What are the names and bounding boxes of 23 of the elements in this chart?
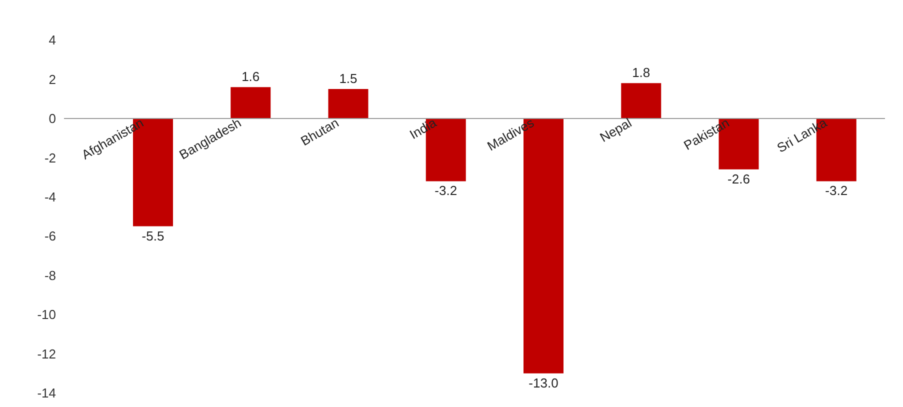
y-tick-label: 4 — [48, 32, 56, 48]
data-label: -3.2 — [825, 183, 848, 198]
data-label: -13.0 — [528, 375, 558, 390]
y-tick-label: -6 — [44, 228, 56, 244]
data-label: -2.6 — [728, 171, 750, 186]
y-tick-label: 0 — [48, 111, 56, 126]
data-label: 1.8 — [632, 65, 650, 80]
y-tick-label: -10 — [37, 307, 56, 322]
bar — [230, 87, 271, 118]
bar — [621, 83, 662, 118]
x-tick-label: India — [406, 114, 440, 142]
data-label: -3.2 — [434, 183, 458, 198]
y-tick-label: -14 — [37, 386, 56, 401]
y-tick-label: -12 — [37, 346, 56, 362]
y-tick-label: -4 — [44, 190, 56, 205]
data-label: 1.6 — [242, 69, 260, 84]
y-tick-label: 2 — [48, 72, 56, 87]
y-tick-label: -2 — [44, 150, 56, 166]
y-tick-label: -8 — [44, 268, 56, 283]
data-label: 1.5 — [339, 71, 358, 86]
x-tick-label: Sri Lanka — [774, 114, 830, 156]
bar — [328, 89, 368, 118]
data-label: -5.5 — [142, 228, 164, 244]
